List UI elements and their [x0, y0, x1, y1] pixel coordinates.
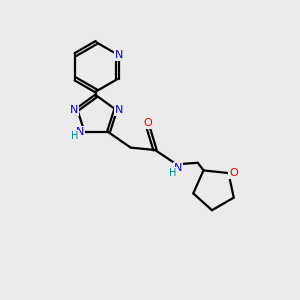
Text: O: O	[143, 118, 152, 128]
Text: N: N	[115, 50, 123, 60]
Text: N: N	[70, 105, 78, 115]
Text: N: N	[115, 105, 124, 115]
Text: N: N	[174, 163, 182, 173]
Text: O: O	[230, 168, 238, 178]
Text: H: H	[169, 168, 177, 178]
Text: N: N	[76, 127, 84, 137]
Text: H: H	[70, 131, 78, 141]
